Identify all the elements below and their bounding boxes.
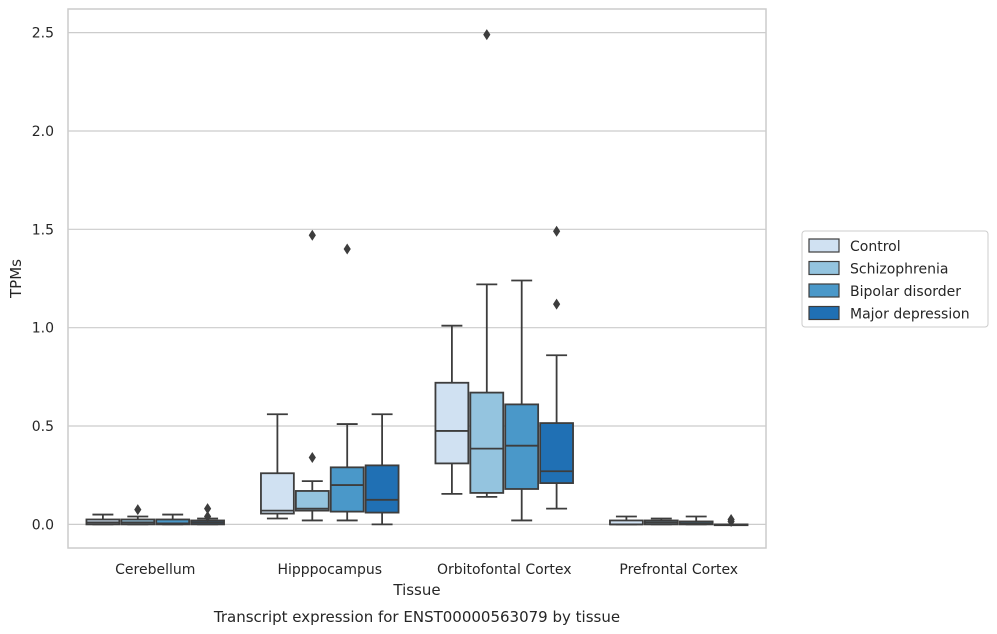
outlier-point [204,503,212,515]
outlier-point [553,225,561,237]
x-tick-label: Prefrontal Cortex [619,562,738,578]
box-group [713,513,749,527]
box-group [329,243,365,522]
x-axis-label: Tissue [392,581,440,599]
y-tick-label: 0.0 [32,517,54,533]
outlier-point [727,513,735,525]
box-body [469,391,505,494]
outlier-point [553,298,561,310]
box-body [504,403,540,490]
box-group [85,513,121,526]
x-tick-label: Orbitofontal Cortex [437,562,572,578]
figure-caption: Transcript expression for ENST0000056307… [213,608,620,626]
tick-labels: 0.0 0.5 1.0 1.5 2.0 2.5 Cerebellum Hipppocampus… [32,26,738,578]
outlier-point [343,243,351,255]
box-body [434,381,470,465]
box-group [190,503,225,526]
y-axis-label: TPMs [7,259,25,299]
outlier-point [204,511,212,523]
box-body [294,490,330,512]
box-body [539,422,574,484]
outlier-point [308,452,316,464]
box-group [120,504,156,526]
x-tick-label: Cerebellum [115,562,195,578]
box-group [539,225,574,510]
box-body [155,518,191,526]
legend-label: Bipolar disorder [850,284,961,300]
legend-frame [801,230,989,328]
legend-swatch [808,283,840,298]
y-tick-label: 2.0 [32,124,54,140]
box-group [678,515,714,526]
plot-frame [67,8,767,549]
box-group [260,413,295,520]
x-tick-label: Hipppocampus [277,562,382,578]
legend-swatch [808,260,840,276]
box-body [329,466,365,513]
legend: Control Schizophrenia Bipolar disorder Majo… [801,230,989,328]
boxes [85,29,749,527]
box-group [364,413,400,526]
y-tick-label: 1.0 [32,321,54,337]
legend-swatch [808,305,840,321]
box-group [434,324,470,495]
outlier-point [308,229,316,241]
y-tick-label: 1.5 [32,222,54,238]
box-group [609,515,644,526]
box-group [504,279,540,522]
y-tick-label: 2.5 [32,26,54,42]
legend-swatch [808,238,840,253]
y-tick-label: 0.5 [32,419,54,435]
legend-label: Major depression [850,307,970,323]
legend-label: Control [850,239,901,255]
box-group [155,513,191,526]
box-group [643,517,679,526]
box-body [260,472,295,515]
box-group [469,29,505,498]
legend-label: Schizophrenia [850,262,948,278]
outlier-point [134,504,142,516]
box-body [364,464,400,514]
outlier-point [483,29,491,41]
box-group [294,229,330,522]
